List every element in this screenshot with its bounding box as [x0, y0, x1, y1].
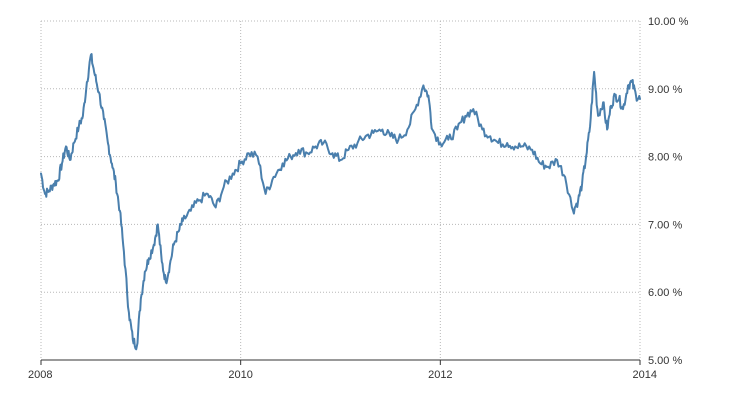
- series-group: [40, 53, 641, 351]
- y-tick-label: 10.00 %: [648, 16, 689, 28]
- x-tick-label: 2010: [228, 369, 252, 381]
- x-tick-labels: 2008 2010 2012 2014: [28, 369, 657, 381]
- x-tick-marks: [40, 360, 641, 365]
- series-line: [40, 53, 641, 351]
- y-tick-label: 5.00 %: [648, 355, 682, 367]
- y-tick-label: 8.00 %: [648, 152, 682, 164]
- grid: [40, 20, 641, 360]
- x-tick-label: 2014: [633, 369, 657, 381]
- y-tick-labels: 5.00 % 6.00 % 7.00 % 8.00 % 9.00 % 10.00 %: [648, 16, 689, 367]
- x-tick-label: 2008: [28, 369, 52, 381]
- y-tick-label: 9.00 %: [648, 84, 682, 96]
- x-tick-label: 2012: [428, 369, 452, 381]
- y-tick-label: 7.00 %: [648, 219, 682, 231]
- y-tick-label: 6.00 %: [648, 287, 682, 299]
